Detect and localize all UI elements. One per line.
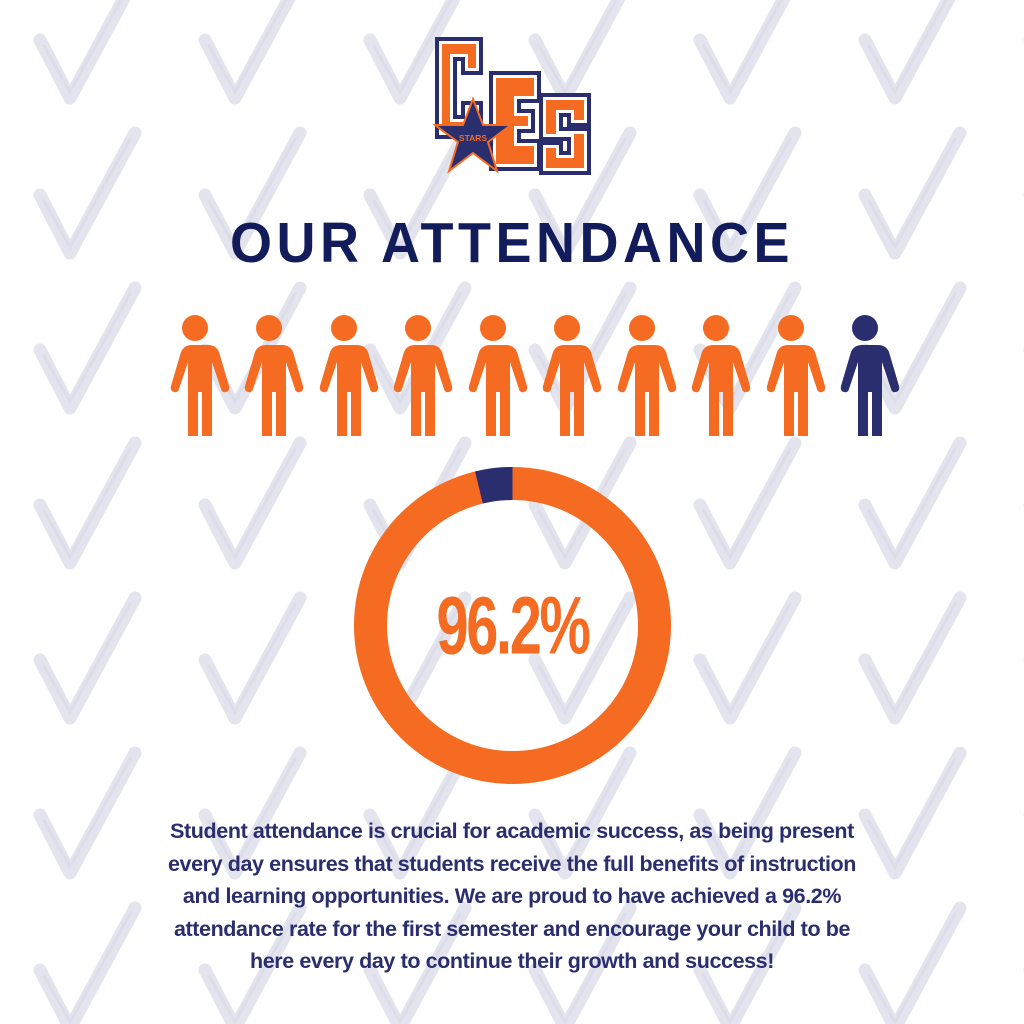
logo-letter-s: [539, 93, 591, 175]
description-line: every day ensures that students receive …: [167, 851, 857, 876]
description-paragraph: Student attendance is crucial for academ…: [110, 815, 914, 978]
logo-star-label: STARS: [459, 133, 488, 143]
person-icon-present: [681, 312, 751, 441]
logo-letter-e: [489, 71, 541, 171]
page-title: OUR ATTENDANCE: [230, 211, 794, 275]
person-icon-absent: [830, 312, 900, 441]
donut-absent-segment: [475, 467, 513, 504]
people-row: [160, 312, 900, 441]
description-line: attendance rate for the first semester a…: [173, 916, 851, 941]
person-icon-present: [458, 312, 528, 441]
person-icon-present: [383, 312, 453, 441]
ces-stars-logo: STARS: [433, 37, 591, 175]
description-line: and learning opportunities. We are proud…: [182, 884, 842, 908]
description-line: Student attendance is crucial for academ…: [170, 819, 854, 843]
attendance-donut-chart: 96.2%: [350, 463, 675, 788]
person-icon-present: [607, 312, 677, 441]
person-icon-present: [234, 312, 304, 441]
logo-star: STARS: [433, 96, 515, 174]
attendance-percentage: 96.2%: [436, 579, 591, 672]
person-icon-present: [160, 312, 230, 441]
person-icon-present: [532, 312, 602, 441]
person-icon-present: [756, 312, 826, 441]
person-icon-present: [309, 312, 379, 441]
description-line: here every day to continue their growth …: [249, 949, 775, 973]
